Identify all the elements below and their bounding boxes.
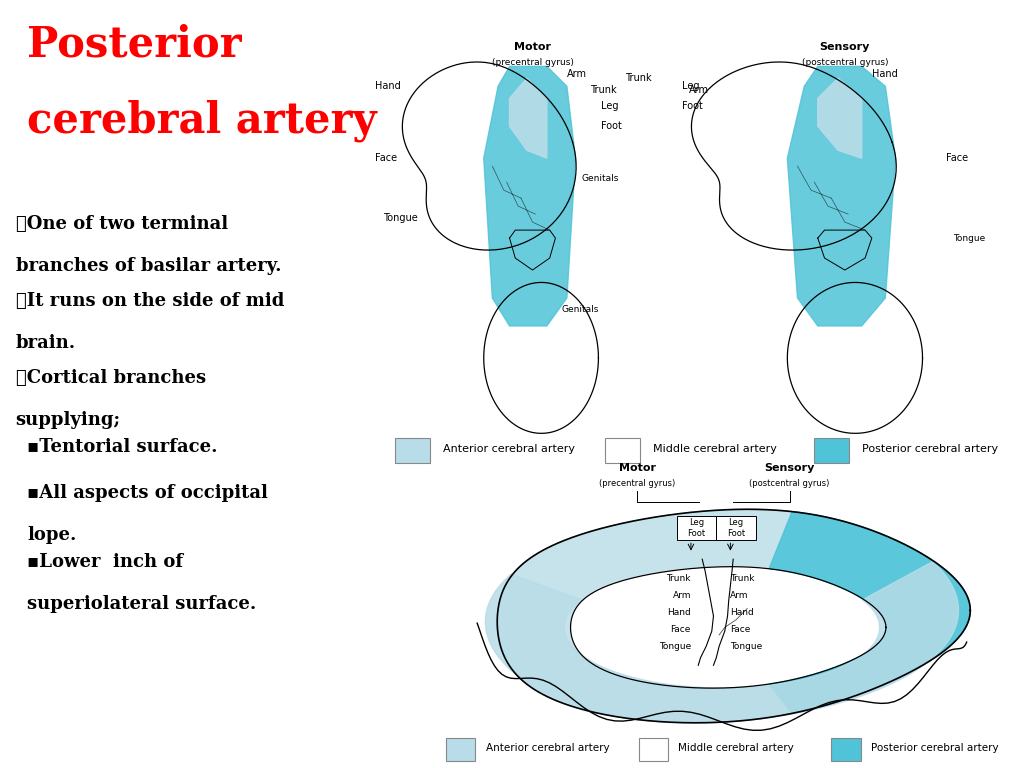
Text: Posterior cerebral artery: Posterior cerebral artery xyxy=(871,743,998,753)
Text: lope.: lope. xyxy=(28,526,77,544)
Text: Trunk: Trunk xyxy=(730,574,755,583)
Text: Foot: Foot xyxy=(601,121,623,131)
Text: Leg: Leg xyxy=(601,101,618,111)
Text: Motor: Motor xyxy=(514,42,551,52)
Text: Trunk: Trunk xyxy=(667,574,691,583)
Text: Trunk: Trunk xyxy=(590,85,616,95)
Bar xyxy=(814,438,850,462)
Text: Face: Face xyxy=(375,153,397,164)
Polygon shape xyxy=(498,509,971,723)
Text: Posterior cerebral artery: Posterior cerebral artery xyxy=(862,444,998,455)
Text: brain.: brain. xyxy=(15,334,76,352)
Text: Hand: Hand xyxy=(668,607,691,617)
Text: (postcentral gyrus): (postcentral gyrus) xyxy=(750,479,829,488)
Text: Tongue: Tongue xyxy=(658,642,691,650)
Text: Tongue: Tongue xyxy=(383,213,418,223)
Text: Face: Face xyxy=(946,153,969,164)
Text: Foot: Foot xyxy=(682,101,702,111)
Bar xyxy=(395,438,430,462)
Text: Genitals: Genitals xyxy=(582,174,618,183)
Text: Face: Face xyxy=(671,625,691,634)
Text: Middle cerebral artery: Middle cerebral artery xyxy=(679,743,795,753)
Text: ▪Tentorial surface.: ▪Tentorial surface. xyxy=(28,438,218,455)
Text: Tongue: Tongue xyxy=(953,233,985,243)
Text: Middle cerebral artery: Middle cerebral artery xyxy=(652,444,776,455)
Text: Trunk: Trunk xyxy=(625,73,652,84)
Text: (precentral gyrus): (precentral gyrus) xyxy=(599,479,676,488)
Text: cerebral artery: cerebral artery xyxy=(28,100,377,142)
Bar xyxy=(831,738,860,761)
Polygon shape xyxy=(787,66,895,326)
Text: Arm: Arm xyxy=(730,591,749,600)
Text: Hand: Hand xyxy=(730,607,754,617)
Bar xyxy=(605,438,640,462)
Text: (precentral gyrus): (precentral gyrus) xyxy=(492,58,573,68)
Text: supplying;: supplying; xyxy=(15,411,121,429)
Polygon shape xyxy=(570,567,886,688)
Text: ➤One of two terminal: ➤One of two terminal xyxy=(15,215,227,233)
Text: ▪Lower  inch of: ▪Lower inch of xyxy=(28,553,183,571)
Polygon shape xyxy=(485,561,958,723)
Text: Motor: Motor xyxy=(618,463,656,473)
Text: Arm: Arm xyxy=(567,69,587,79)
Text: (postcentral gyrus): (postcentral gyrus) xyxy=(802,58,888,68)
Text: Anterior cerebral artery: Anterior cerebral artery xyxy=(485,743,609,753)
Text: branches of basilar artery.: branches of basilar artery. xyxy=(15,257,281,275)
Text: superiolateral surface.: superiolateral surface. xyxy=(28,595,256,613)
Text: Face: Face xyxy=(730,625,751,634)
Text: Tongue: Tongue xyxy=(730,642,763,650)
Text: ➤It runs on the side of mid: ➤It runs on the side of mid xyxy=(15,292,284,310)
Text: Hand: Hand xyxy=(871,69,898,79)
Bar xyxy=(717,515,756,540)
Text: Leg
Foot: Leg Foot xyxy=(687,518,706,538)
Text: ▪All aspects of occipital: ▪All aspects of occipital xyxy=(28,484,268,502)
Bar xyxy=(677,515,717,540)
Text: Leg: Leg xyxy=(682,81,699,91)
Polygon shape xyxy=(818,78,862,158)
Text: Genitals: Genitals xyxy=(561,306,598,314)
Text: ➤Cortical branches: ➤Cortical branches xyxy=(15,369,206,386)
Text: Anterior cerebral artery: Anterior cerebral artery xyxy=(443,444,575,455)
Polygon shape xyxy=(510,78,547,158)
Text: Hand: Hand xyxy=(375,81,400,91)
Bar xyxy=(639,738,668,761)
Text: Arm: Arm xyxy=(689,85,710,95)
Text: Arm: Arm xyxy=(673,591,691,600)
Polygon shape xyxy=(769,511,971,713)
Text: Sensory: Sensory xyxy=(764,463,815,473)
Bar xyxy=(446,738,475,761)
Text: Sensory: Sensory xyxy=(819,42,870,52)
Polygon shape xyxy=(483,66,575,326)
Text: Leg
Foot: Leg Foot xyxy=(727,518,745,538)
Text: Posterior: Posterior xyxy=(28,23,242,65)
